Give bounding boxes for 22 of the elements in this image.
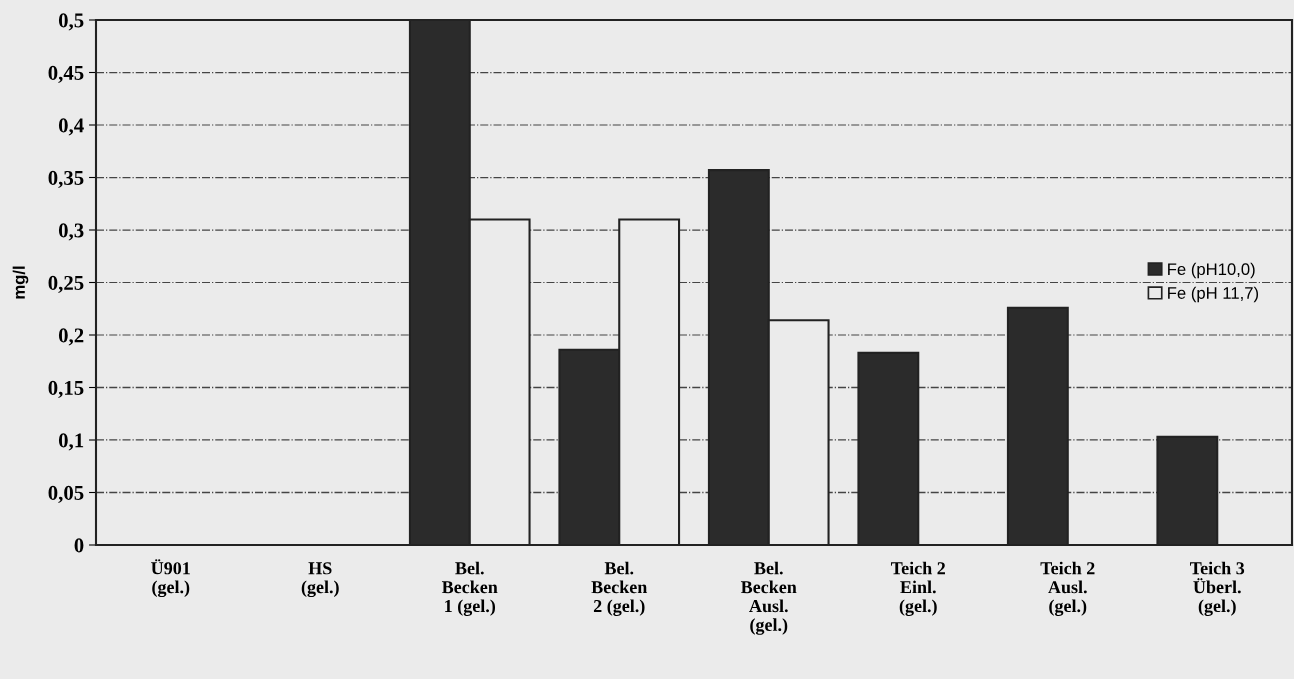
y-tick-label: 0,05 <box>48 485 84 503</box>
x-tick-label: HS (gel.) <box>301 562 339 598</box>
y-tick-label: 0,25 <box>48 275 84 293</box>
legend-label: Fe (pH 11,7) <box>1168 286 1259 303</box>
x-tick-label: Teich 2 Einl. (gel.) <box>891 561 945 616</box>
y-tick-label: 0,4 <box>58 118 84 136</box>
legend-label: Fe (pH10,0) <box>1168 262 1255 279</box>
x-tick-label: Teich 2 Ausl. (gel.) <box>1040 561 1095 616</box>
y-tick-label: 0,35 <box>48 170 84 188</box>
x-tick-label: Bel. Becken Ausl. (gel.) <box>740 561 797 635</box>
x-tick-label: Ü901 (gel.) <box>151 559 190 598</box>
y-tick-label: 0,15 <box>48 380 84 398</box>
y-axis-title: mg/l <box>12 266 29 299</box>
y-tick-label: 0,3 <box>58 223 84 241</box>
y-tick-label: 0,45 <box>48 65 84 83</box>
y-tick-label: 0,5 <box>58 13 84 31</box>
y-tick-label: 0,1 <box>58 433 84 451</box>
y-tick-label: 0 <box>74 538 84 553</box>
x-tick-label: Teich 3 Überl. (gel.) <box>1190 561 1245 616</box>
y-tick-label: 0,2 <box>58 328 84 346</box>
x-tick-label: Bel. Becken 1 (gel.) <box>441 561 498 616</box>
x-tick-label: Bel. Becken 2 (gel.) <box>591 561 648 616</box>
